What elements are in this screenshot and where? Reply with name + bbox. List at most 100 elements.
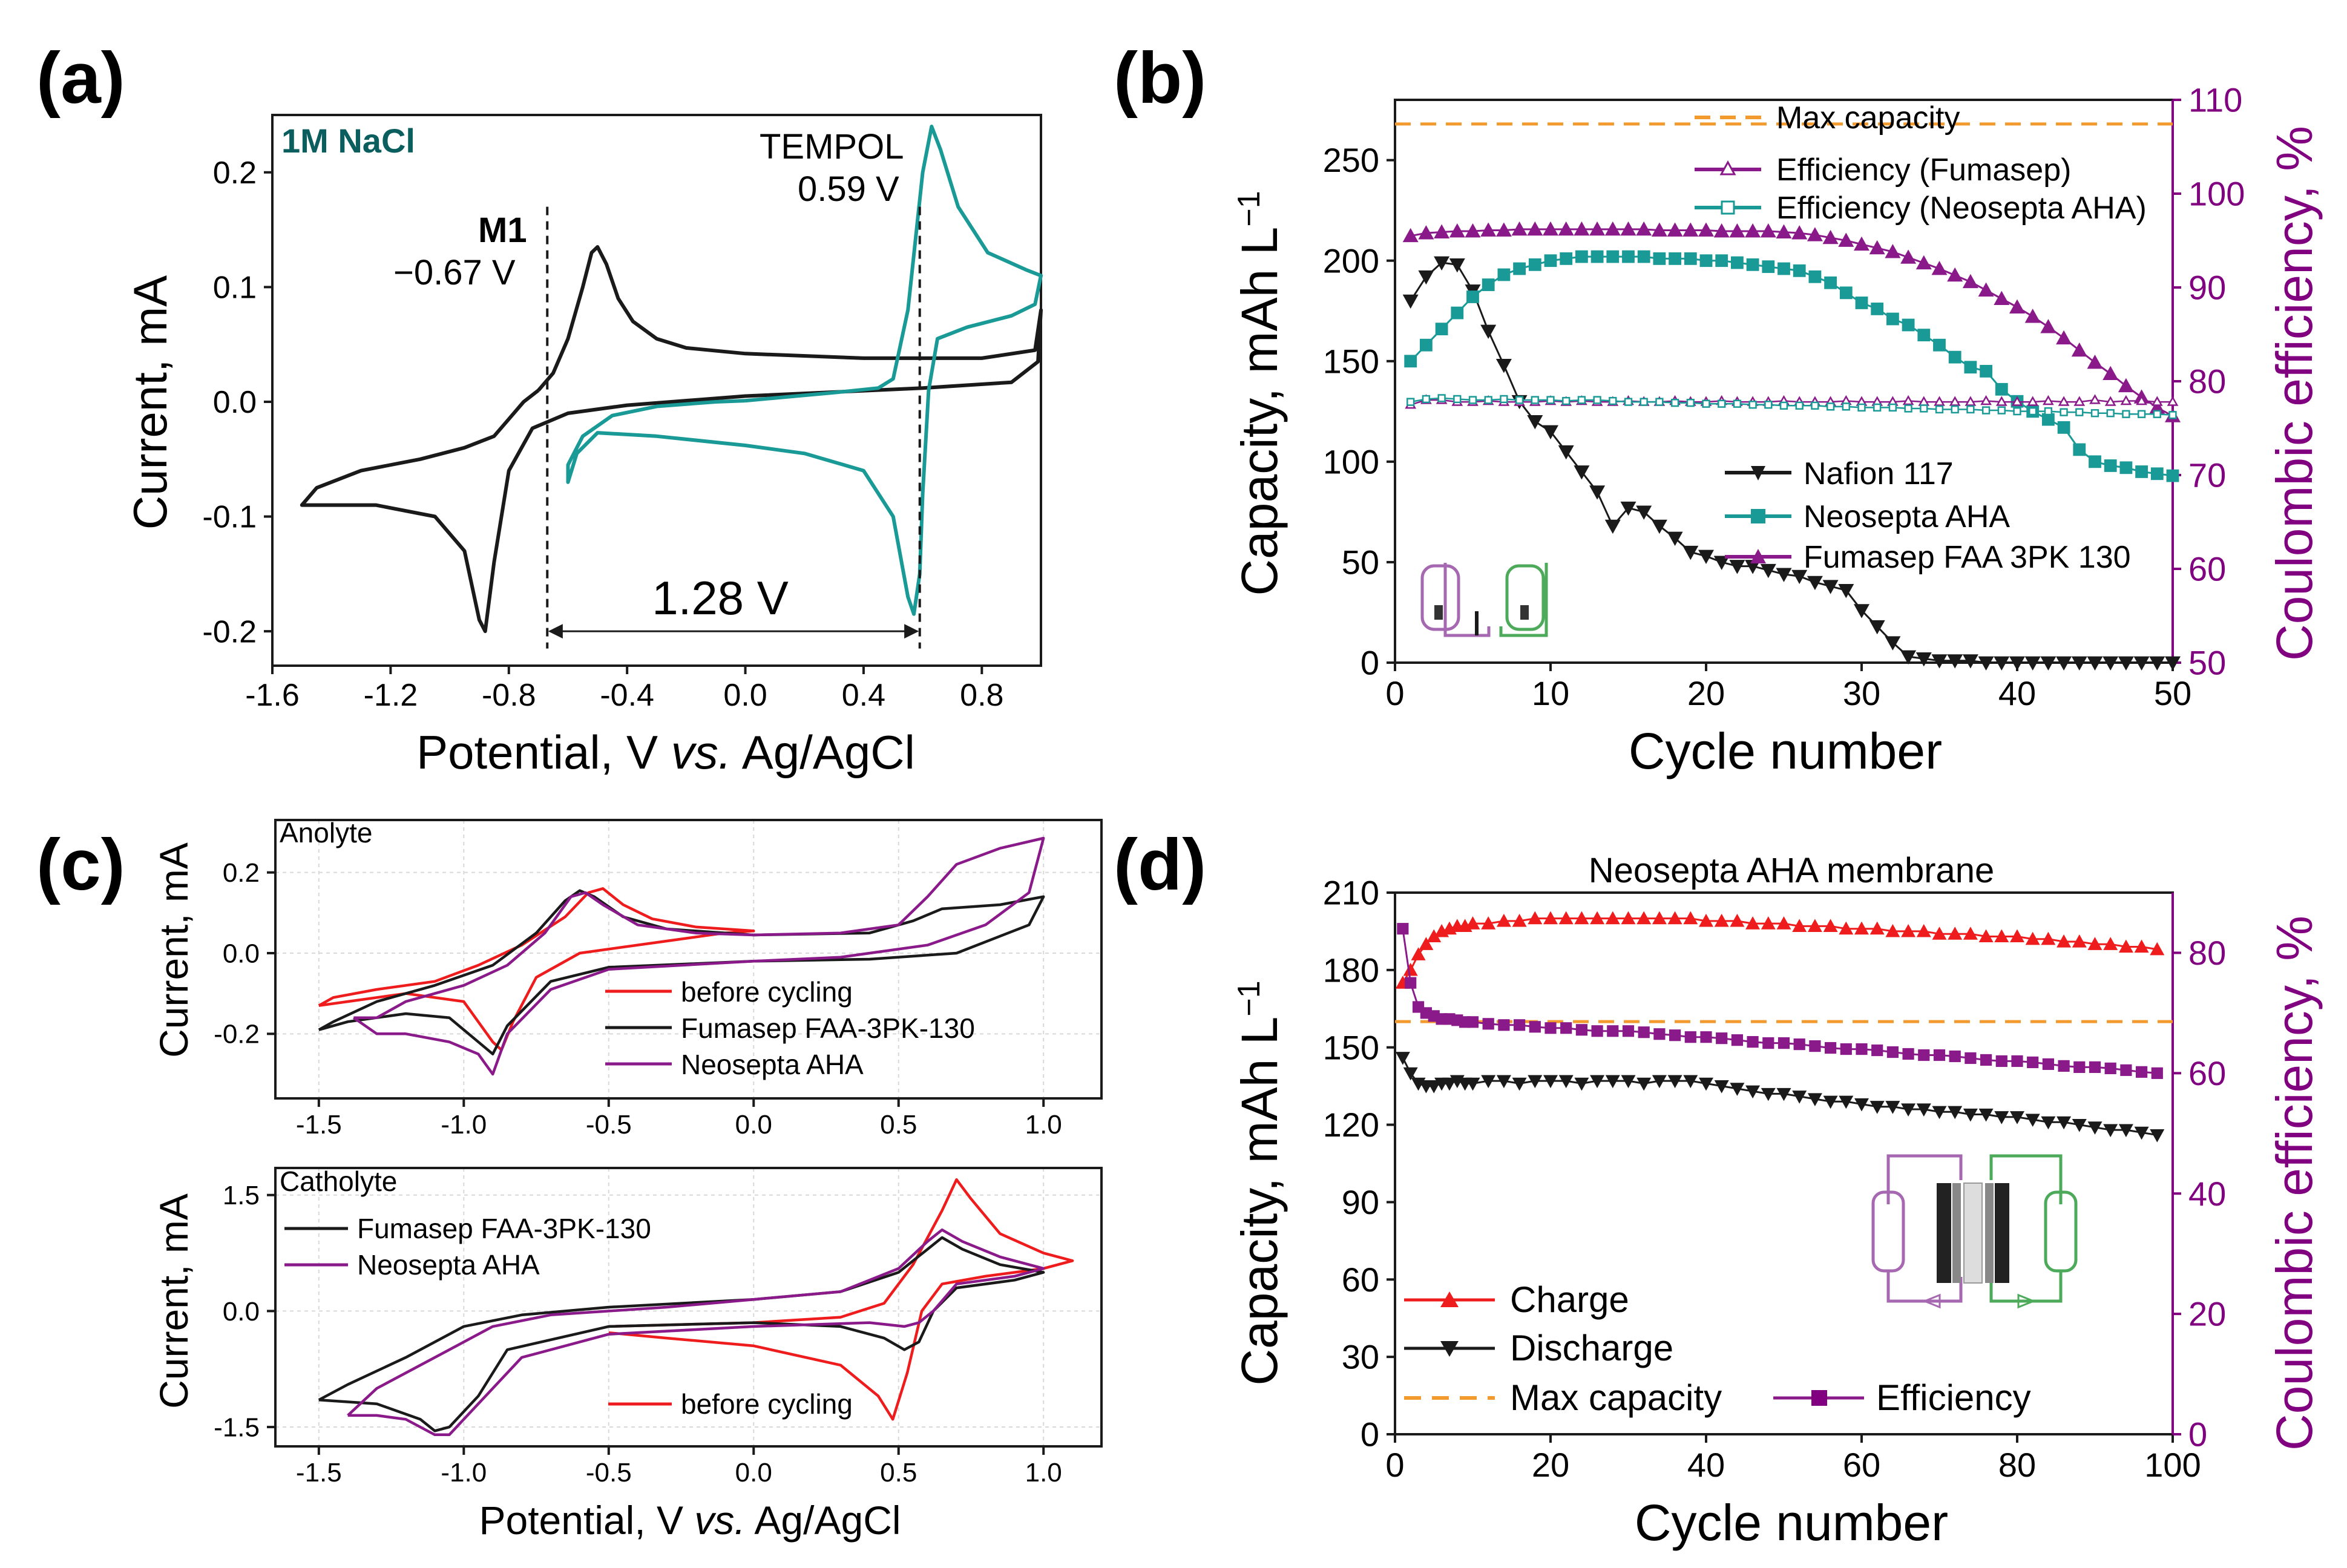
data-point (1514, 1019, 1526, 1031)
x-tick-label: 0.8 (960, 678, 1003, 713)
y2-tick-label: 0 (2188, 1415, 2207, 1454)
data-point (1418, 270, 1434, 285)
panel-c-top-title: Anolyte (280, 817, 372, 848)
data-point (1900, 249, 1917, 264)
data-point (1684, 252, 1697, 265)
panel-a-axis-labels: Potential, V vs. Ag/AgCl Current, mA (123, 275, 915, 779)
data-point (1886, 312, 1899, 326)
data-point (1465, 1077, 1480, 1091)
data-point (1529, 1021, 1541, 1033)
data-point (1777, 1037, 1790, 1049)
data-point (1978, 656, 1994, 671)
data-point (1574, 1077, 1589, 1091)
data-point (1395, 1052, 1410, 1065)
data-point (1495, 359, 1512, 373)
y-tick-label: 250 (1323, 141, 1379, 179)
data-point (1468, 396, 1477, 404)
data-point (1465, 223, 1481, 238)
x-tick-label: 1.0 (1025, 1110, 1062, 1140)
data-point (2071, 656, 2087, 671)
x-tick-label: 0 (1385, 1446, 1404, 1484)
data-point (1855, 297, 1868, 309)
y-tick-label: 30 (1342, 1338, 1379, 1376)
data-point (1948, 927, 1963, 940)
data-point (1480, 324, 1497, 339)
data-point (1729, 223, 1745, 238)
data-point (2153, 410, 2161, 418)
x-tick-label: -1.5 (296, 1110, 342, 1140)
data-point (1777, 262, 1790, 275)
data-point (1746, 258, 1759, 271)
data-point (1604, 221, 1621, 236)
legend-neosepta-label: Neosepta AHA (1804, 499, 2010, 534)
data-point (1420, 338, 1433, 352)
data-point (1885, 1101, 1900, 1114)
data-point (1980, 364, 1992, 378)
data-point (1544, 254, 1557, 267)
data-point (2073, 443, 2086, 456)
legend-charge-label: Charge (1510, 1279, 1629, 1320)
data-point (1605, 1075, 1620, 1089)
data-point (1933, 338, 1946, 352)
data-point (2150, 942, 2165, 956)
panel-b-xlabel: Cycle number (1629, 723, 1942, 779)
data-point (1978, 929, 1994, 943)
data-point (1949, 1050, 1961, 1063)
x-tick-label: 100 (2144, 1446, 2201, 1484)
data-point (1682, 545, 1699, 560)
flow-cell-schematic-icon (1871, 1154, 2078, 1309)
data-point (1963, 927, 1978, 940)
cv-curve-m1 (300, 245, 1043, 634)
data-point (1762, 1037, 1774, 1049)
data-point (1981, 406, 1991, 415)
data-point (2166, 469, 2179, 482)
data-point (1948, 1106, 1963, 1120)
data-point (2087, 656, 2103, 671)
legend-eff-neosepta-marker (1721, 200, 1735, 215)
panel-a-electrolyte-label: 1M NaCl (281, 122, 415, 160)
data-point (1776, 916, 1791, 930)
legend-efficiency-marker (1811, 1390, 1827, 1406)
data-point (1994, 929, 2009, 943)
data-point (2009, 299, 2025, 313)
data-point (1869, 240, 1885, 255)
data-point (1764, 401, 1773, 409)
data-point (1607, 1025, 1619, 1037)
data-point (2056, 330, 2072, 345)
y-tick-label: 90 (1342, 1183, 1379, 1221)
data-point (1403, 1067, 1418, 1081)
y-tick-label: 0.1 (213, 271, 257, 306)
data-point (1407, 398, 1415, 406)
data-point (1854, 921, 1869, 935)
data-point (2118, 939, 2133, 953)
data-point (1747, 1036, 1759, 1048)
data-point (1402, 294, 1419, 309)
y-tick-label: -1.5 (214, 1412, 260, 1442)
x-tick-label: 0 (1385, 674, 1404, 712)
data-point (1606, 250, 1620, 263)
data-point (2087, 937, 2102, 950)
data-point (1686, 399, 1695, 407)
data-point (1589, 221, 1606, 236)
data-point (1496, 913, 1511, 927)
data-point (1669, 1029, 1681, 1042)
data-point (1823, 1095, 1838, 1109)
data-point (1762, 260, 1775, 274)
y-tick-label: 60 (1342, 1261, 1379, 1299)
x-tick-label: 0.5 (880, 1458, 917, 1488)
data-point (1528, 258, 1541, 271)
data-point (1916, 923, 1931, 937)
data-point (1964, 361, 1977, 374)
data-point (1575, 1024, 1587, 1036)
data-point (1901, 1103, 1916, 1117)
x-tick-label: -0.5 (586, 1110, 632, 1140)
data-point (1718, 399, 1726, 408)
data-point (1531, 396, 1539, 404)
data-point (1838, 232, 1854, 247)
panel-a-tempol-label: TEMPOL (760, 127, 904, 166)
panel-a-tempol-potential: 0.59 V (798, 169, 899, 209)
data-point (1442, 1077, 1457, 1091)
panel-c-bottom-legend: Fumasep FAA-3PK-130 Neosepta AHA before … (284, 1213, 853, 1420)
data-point (1854, 604, 1869, 618)
